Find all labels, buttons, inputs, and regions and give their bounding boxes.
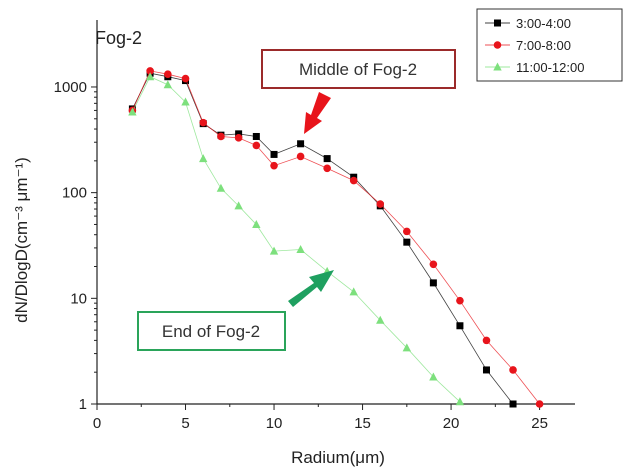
data-point [181, 74, 190, 83]
legend-label: 3:00-4:00 [516, 16, 571, 31]
data-point [252, 132, 260, 140]
data-point [145, 72, 155, 81]
x-tick-label: 5 [181, 415, 189, 432]
data-point [403, 238, 411, 246]
legend-label: 11:00-12:00 [516, 60, 584, 75]
y-axis-title: dN/DlogD(cm⁻³ μm⁻¹) [12, 157, 31, 323]
series-line [132, 76, 461, 403]
x-axis-title: Radium(μm) [291, 448, 385, 467]
data-point [146, 67, 154, 75]
data-point [349, 287, 358, 296]
data-point [235, 130, 243, 138]
data-point [455, 397, 465, 406]
data-point [297, 140, 305, 148]
data-point [429, 372, 438, 381]
data-point [509, 400, 517, 408]
data-point [349, 176, 358, 185]
y-tick-label: 10 [70, 290, 87, 307]
data-point [269, 246, 279, 255]
annotation-middle: Middle of Fog-2 [261, 49, 456, 134]
axis-ticks: 0 5 10 15 20 25 1 10 100 1000 [54, 79, 548, 432]
data-point [456, 296, 464, 305]
data-point [323, 155, 331, 163]
data-point [270, 150, 278, 158]
data-point [163, 80, 173, 89]
data-point [216, 183, 226, 192]
data-point [376, 315, 385, 324]
data-point [429, 279, 437, 287]
annotation-end: End of Fog-2 [137, 270, 334, 351]
data-point [296, 244, 305, 253]
data-point [199, 154, 208, 163]
y-tick-label: 100 [62, 185, 87, 202]
x-tick-label: 15 [354, 415, 371, 432]
x-tick-label: 20 [443, 415, 460, 432]
chart-title: Fog-2 [95, 28, 142, 48]
data-point [270, 161, 278, 170]
data-point [234, 134, 243, 142]
legend-label: 7:00-8:00 [516, 38, 571, 53]
data-point [376, 200, 385, 208]
data-point [402, 343, 412, 352]
data-point [456, 322, 464, 330]
legend: 3:00-4:00 7:00-8:00 11:00-12:00 [476, 8, 623, 82]
series-3 [128, 72, 465, 406]
data-point [296, 152, 305, 161]
data-point [252, 219, 261, 228]
y-tick-label: 1 [79, 396, 87, 413]
series-1 [128, 69, 517, 408]
data-point [429, 260, 438, 269]
legend-marker [493, 62, 502, 71]
x-tick-label: 10 [266, 415, 283, 432]
series-line [132, 72, 514, 405]
data-point [128, 107, 137, 116]
annotation-middle-text: Middle of Fog-2 [299, 60, 417, 79]
data-point [323, 164, 331, 173]
annotation-end-box [137, 311, 286, 351]
annotation-middle-arrow [304, 92, 331, 134]
y-tick-label: 1000 [54, 79, 87, 96]
data-point [199, 118, 208, 127]
legend-marker [494, 19, 501, 27]
series-layer [128, 67, 544, 408]
data-point [482, 366, 490, 374]
data-point [164, 70, 172, 79]
series-line [132, 70, 540, 405]
x-tick-label: 0 [93, 415, 101, 432]
annotation-end-text: End of Fog-2 [162, 322, 260, 341]
series-2 [128, 67, 544, 408]
annotation-end-arrow [288, 270, 334, 307]
x-tick-label: 25 [531, 415, 548, 432]
data-point [234, 201, 243, 210]
data-point [509, 366, 517, 374]
data-point [482, 336, 491, 345]
data-point [181, 97, 190, 106]
legend-marker [493, 41, 502, 49]
data-point [403, 227, 411, 236]
data-point [252, 141, 261, 150]
data-point [217, 132, 225, 141]
annotation-middle-box [261, 49, 456, 89]
data-point [535, 400, 544, 408]
